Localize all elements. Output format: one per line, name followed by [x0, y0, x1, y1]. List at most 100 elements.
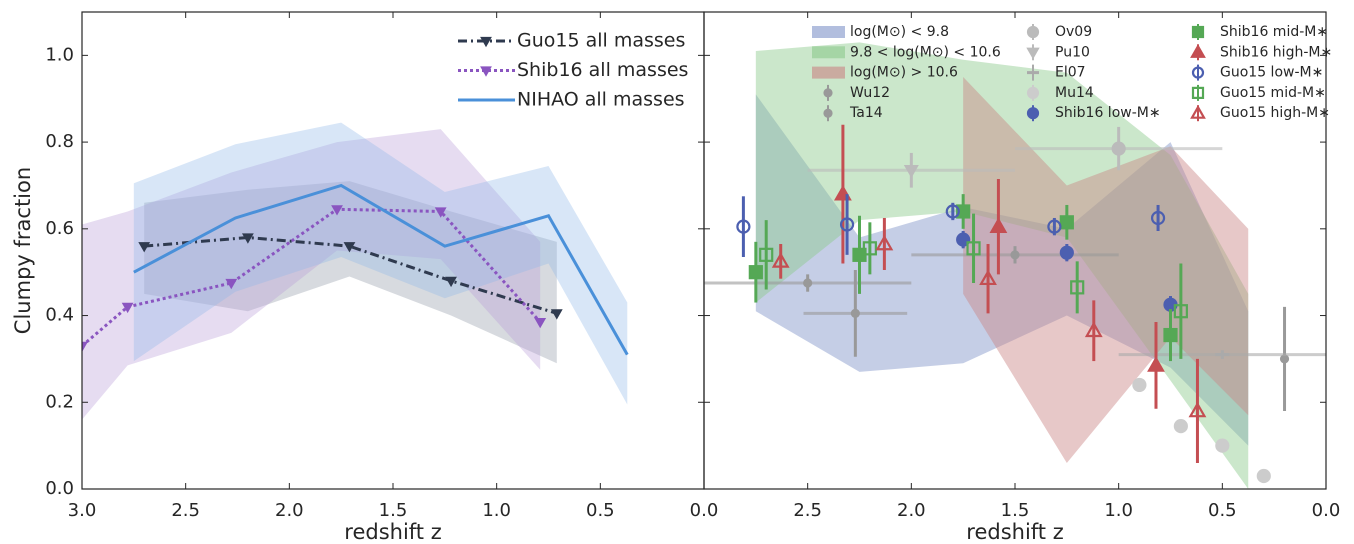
marker [850, 308, 860, 318]
x-tick-label: 0.5 [586, 500, 615, 521]
legend-label: NIHAO all masses [517, 89, 685, 111]
marker [1010, 250, 1020, 260]
marker [956, 204, 971, 219]
legend-label: Shib16 high-M∗ [1220, 44, 1332, 60]
y-tick-label: 0.2 [45, 391, 74, 412]
x-tick-label: 1.0 [1104, 500, 1133, 521]
marker [1279, 354, 1290, 364]
legend-label: Guo15 low-M∗ [1220, 65, 1323, 81]
legend-label: Shib16 all masses [517, 59, 688, 81]
marker [550, 309, 563, 320]
legend-swatch [812, 46, 845, 59]
x-tick-label: 1.5 [379, 500, 408, 521]
x-tick-label: 0.0 [690, 500, 719, 521]
marker [1147, 356, 1165, 372]
y-tick-label: 0.8 [45, 131, 74, 152]
x-axis-label: redshift z [966, 520, 1063, 544]
marker [945, 204, 960, 219]
marker [1111, 141, 1126, 156]
legend-label: 9.8 < log(M⊙) < 10.6 [850, 44, 1001, 60]
marker [534, 317, 547, 329]
marker [225, 278, 238, 290]
line [144, 235, 558, 315]
marker [1173, 419, 1188, 434]
marker [1191, 86, 1205, 100]
marker [1084, 321, 1103, 338]
marker [771, 252, 790, 268]
legend-swatch [812, 26, 845, 38]
marker [1256, 468, 1271, 484]
x-tick-label: 3.0 [68, 500, 97, 521]
marker [1132, 377, 1147, 393]
legend-label: log(M⊙) > 10.6 [850, 65, 958, 81]
band [82, 129, 541, 420]
legend-label: Shib16 low-M∗ [1055, 105, 1161, 121]
y-tick-label: 0.6 [45, 218, 74, 239]
axes-frame [703, 11, 1327, 490]
x-tick-label: 0.5 [1208, 500, 1237, 521]
band [144, 181, 557, 364]
legend-label: Guo15 mid-M∗ [1220, 85, 1326, 101]
x-tick-label: 1.5 [1001, 500, 1030, 521]
marker [1215, 438, 1230, 453]
marker [1047, 219, 1062, 234]
legend-label: Pu10 [1055, 44, 1090, 60]
marker [903, 164, 919, 179]
legend-label: Shib16 mid-M∗ [1220, 24, 1328, 40]
marker [343, 242, 356, 253]
band [755, 42, 1249, 489]
legend-label: El07 [1055, 65, 1086, 81]
x-tick-label: 2.5 [171, 500, 200, 521]
marker [803, 278, 813, 288]
line [82, 207, 542, 348]
x-tick-label: 2.5 [793, 500, 822, 521]
marker [445, 276, 457, 288]
marker [331, 205, 343, 216]
marker [1163, 327, 1178, 343]
marker [979, 269, 997, 286]
legend-label: Guo15 high-M∗ [1220, 105, 1330, 121]
marker [839, 217, 855, 232]
legend-label: log(M⊙) < 9.8 [850, 24, 949, 40]
marker [241, 233, 254, 244]
line [133, 183, 629, 356]
x-tick-label: 2.0 [897, 500, 926, 521]
marker [1188, 401, 1207, 418]
x-axis-label: redshift z [344, 520, 441, 544]
marker [989, 217, 1008, 233]
marker [480, 36, 492, 48]
legend-label: Mu14 [1055, 85, 1094, 101]
legend-label: Ta14 [849, 105, 883, 121]
band [133, 122, 628, 405]
x-tick-label: 0.0 [1312, 500, 1341, 521]
legend-label: Guo15 all masses [517, 30, 685, 52]
marker [956, 232, 971, 247]
y-tick-label: 0.4 [45, 305, 74, 326]
x-tick-label: 2.0 [275, 500, 304, 521]
band [755, 94, 1249, 446]
marker [823, 88, 833, 98]
marker [1026, 86, 1040, 100]
band [963, 77, 1249, 463]
marker [823, 108, 833, 118]
marker [1026, 107, 1040, 120]
plot-area [704, 42, 1326, 489]
marker [1026, 47, 1040, 60]
legend-label: Ov09 [1055, 24, 1092, 40]
y-tick-label: 0.0 [45, 478, 74, 499]
marker [1070, 280, 1085, 295]
marker [862, 241, 877, 256]
marker [1191, 25, 1205, 39]
y-tick-label: 1.0 [45, 44, 74, 65]
marker [1059, 245, 1074, 260]
marker [759, 247, 774, 262]
marker [121, 302, 134, 314]
marker [1190, 44, 1206, 58]
marker [875, 234, 894, 251]
marker [138, 242, 151, 253]
legend-label: Wu12 [850, 85, 890, 101]
x-tick-label: 1.0 [482, 500, 511, 521]
marker [1059, 215, 1074, 230]
marker [1150, 210, 1166, 226]
